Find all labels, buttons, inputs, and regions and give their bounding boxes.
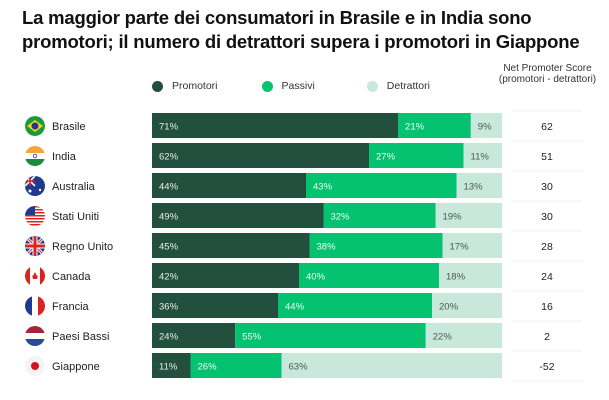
nps-value: 24	[541, 271, 553, 283]
bar-value-label: 22%	[433, 332, 453, 343]
bar-detrattori	[432, 293, 502, 318]
legend-detrattori: Detrattori	[366, 80, 430, 92]
bar-value-label: 21%	[405, 122, 425, 133]
nps-value: 28	[541, 241, 553, 253]
nps-value: 16	[541, 301, 553, 313]
bar-value-label: 55%	[242, 332, 262, 343]
flag-br-icon	[25, 116, 45, 136]
bar-promotori	[152, 353, 191, 378]
bar-value-label: 71%	[159, 122, 179, 133]
nps-value: 30	[541, 181, 553, 193]
bar-promotori	[152, 293, 278, 318]
bar-value-label: 43%	[313, 182, 333, 193]
legend-label: Promotori	[172, 80, 218, 92]
country-label: India	[52, 151, 77, 163]
bar-passivi	[190, 353, 282, 378]
bar-value-label: 32%	[331, 212, 351, 223]
bar-passivi	[306, 173, 457, 198]
bar-value-label: 11%	[159, 362, 178, 373]
legend-swatch	[261, 80, 273, 92]
flag-gb-icon	[25, 236, 45, 256]
bar-value-label: 44%	[285, 302, 305, 313]
legend-swatch	[366, 80, 378, 92]
country-label: Regno Unito	[52, 241, 113, 253]
nps-value: 2	[544, 331, 550, 343]
country-label: Francia	[52, 301, 90, 313]
bar-promotori	[152, 233, 310, 258]
bar-value-label: 24%	[159, 332, 179, 343]
country-label: Paesi Bassi	[52, 331, 109, 343]
nps-value: 30	[541, 211, 553, 223]
bar-detrattori	[470, 113, 502, 138]
bar-detrattori	[435, 203, 502, 228]
bar-value-label: 63%	[289, 362, 309, 373]
flag-ca-icon	[25, 266, 45, 286]
bar-value-label: 49%	[159, 212, 179, 223]
legend-promotori: Promotori	[152, 80, 218, 92]
bar-value-label: 36%	[159, 302, 179, 313]
bar-passivi	[278, 293, 432, 318]
bar-value-label: 17%	[450, 242, 470, 253]
nps-value: -52	[539, 361, 554, 373]
nps-value: 62	[541, 121, 553, 133]
country-label: Australia	[52, 181, 96, 193]
legend-label: Passivi	[281, 80, 315, 92]
bar-value-label: 40%	[306, 272, 326, 283]
bar-passivi	[398, 113, 471, 138]
legend-label: Detrattori	[386, 80, 430, 92]
bar-value-label: 20%	[439, 302, 459, 313]
bar-detrattori	[281, 353, 502, 378]
bar-value-label: 9%	[478, 122, 492, 133]
bar-value-label: 62%	[159, 152, 179, 163]
bar-passivi	[235, 323, 426, 348]
legend-swatch	[152, 80, 163, 92]
country-label: Brasile	[52, 121, 86, 133]
bar-passivi	[309, 233, 443, 258]
bar-value-label: 44%	[159, 182, 179, 193]
bar-promotori	[152, 173, 306, 198]
bar-promotori	[152, 263, 299, 288]
bar-value-label: 42%	[159, 272, 179, 283]
legend: Promotori Passivi Detrattori	[152, 80, 474, 92]
bar-passivi	[323, 203, 436, 228]
bar-value-label: 27%	[376, 152, 396, 163]
bar-promotori	[152, 323, 236, 348]
bar-value-label: 26%	[198, 362, 218, 373]
bar-promotori	[152, 203, 324, 228]
bar-detrattori	[442, 233, 502, 258]
flag-jp-icon	[25, 356, 45, 376]
bar-value-label: 38%	[317, 242, 337, 253]
bar-detrattori	[463, 143, 502, 168]
bar-promotori	[152, 143, 369, 168]
bar-value-label: 11%	[471, 152, 490, 163]
bar-promotori	[152, 113, 399, 138]
bar-passivi	[369, 143, 464, 168]
country-label: Giappone	[52, 361, 100, 373]
bar-passivi	[299, 263, 439, 288]
bar-value-label: 45%	[159, 242, 179, 253]
country-label: Canada	[52, 271, 91, 283]
flag-fr-icon	[25, 296, 45, 316]
flag-au-icon	[25, 176, 45, 196]
legend-passivi: Passivi	[261, 80, 315, 92]
nps-header: Net Promoter Score (promotori - detratto…	[498, 63, 597, 85]
bar-value-label: 13%	[464, 182, 484, 193]
country-label: Stati Uniti	[52, 211, 99, 223]
bar-value-label: 19%	[443, 212, 463, 223]
chart-title: La maggior parte dei consumatori in Bras…	[22, 7, 580, 52]
flag-nl-icon	[25, 326, 45, 346]
flag-us-icon	[25, 206, 45, 226]
bar-detrattori	[439, 263, 502, 288]
bar-detrattori	[425, 323, 502, 348]
nps-value: 51	[541, 151, 553, 163]
bar-detrattori	[456, 173, 502, 198]
flag-in-icon	[25, 146, 45, 166]
bar-value-label: 18%	[446, 272, 466, 283]
